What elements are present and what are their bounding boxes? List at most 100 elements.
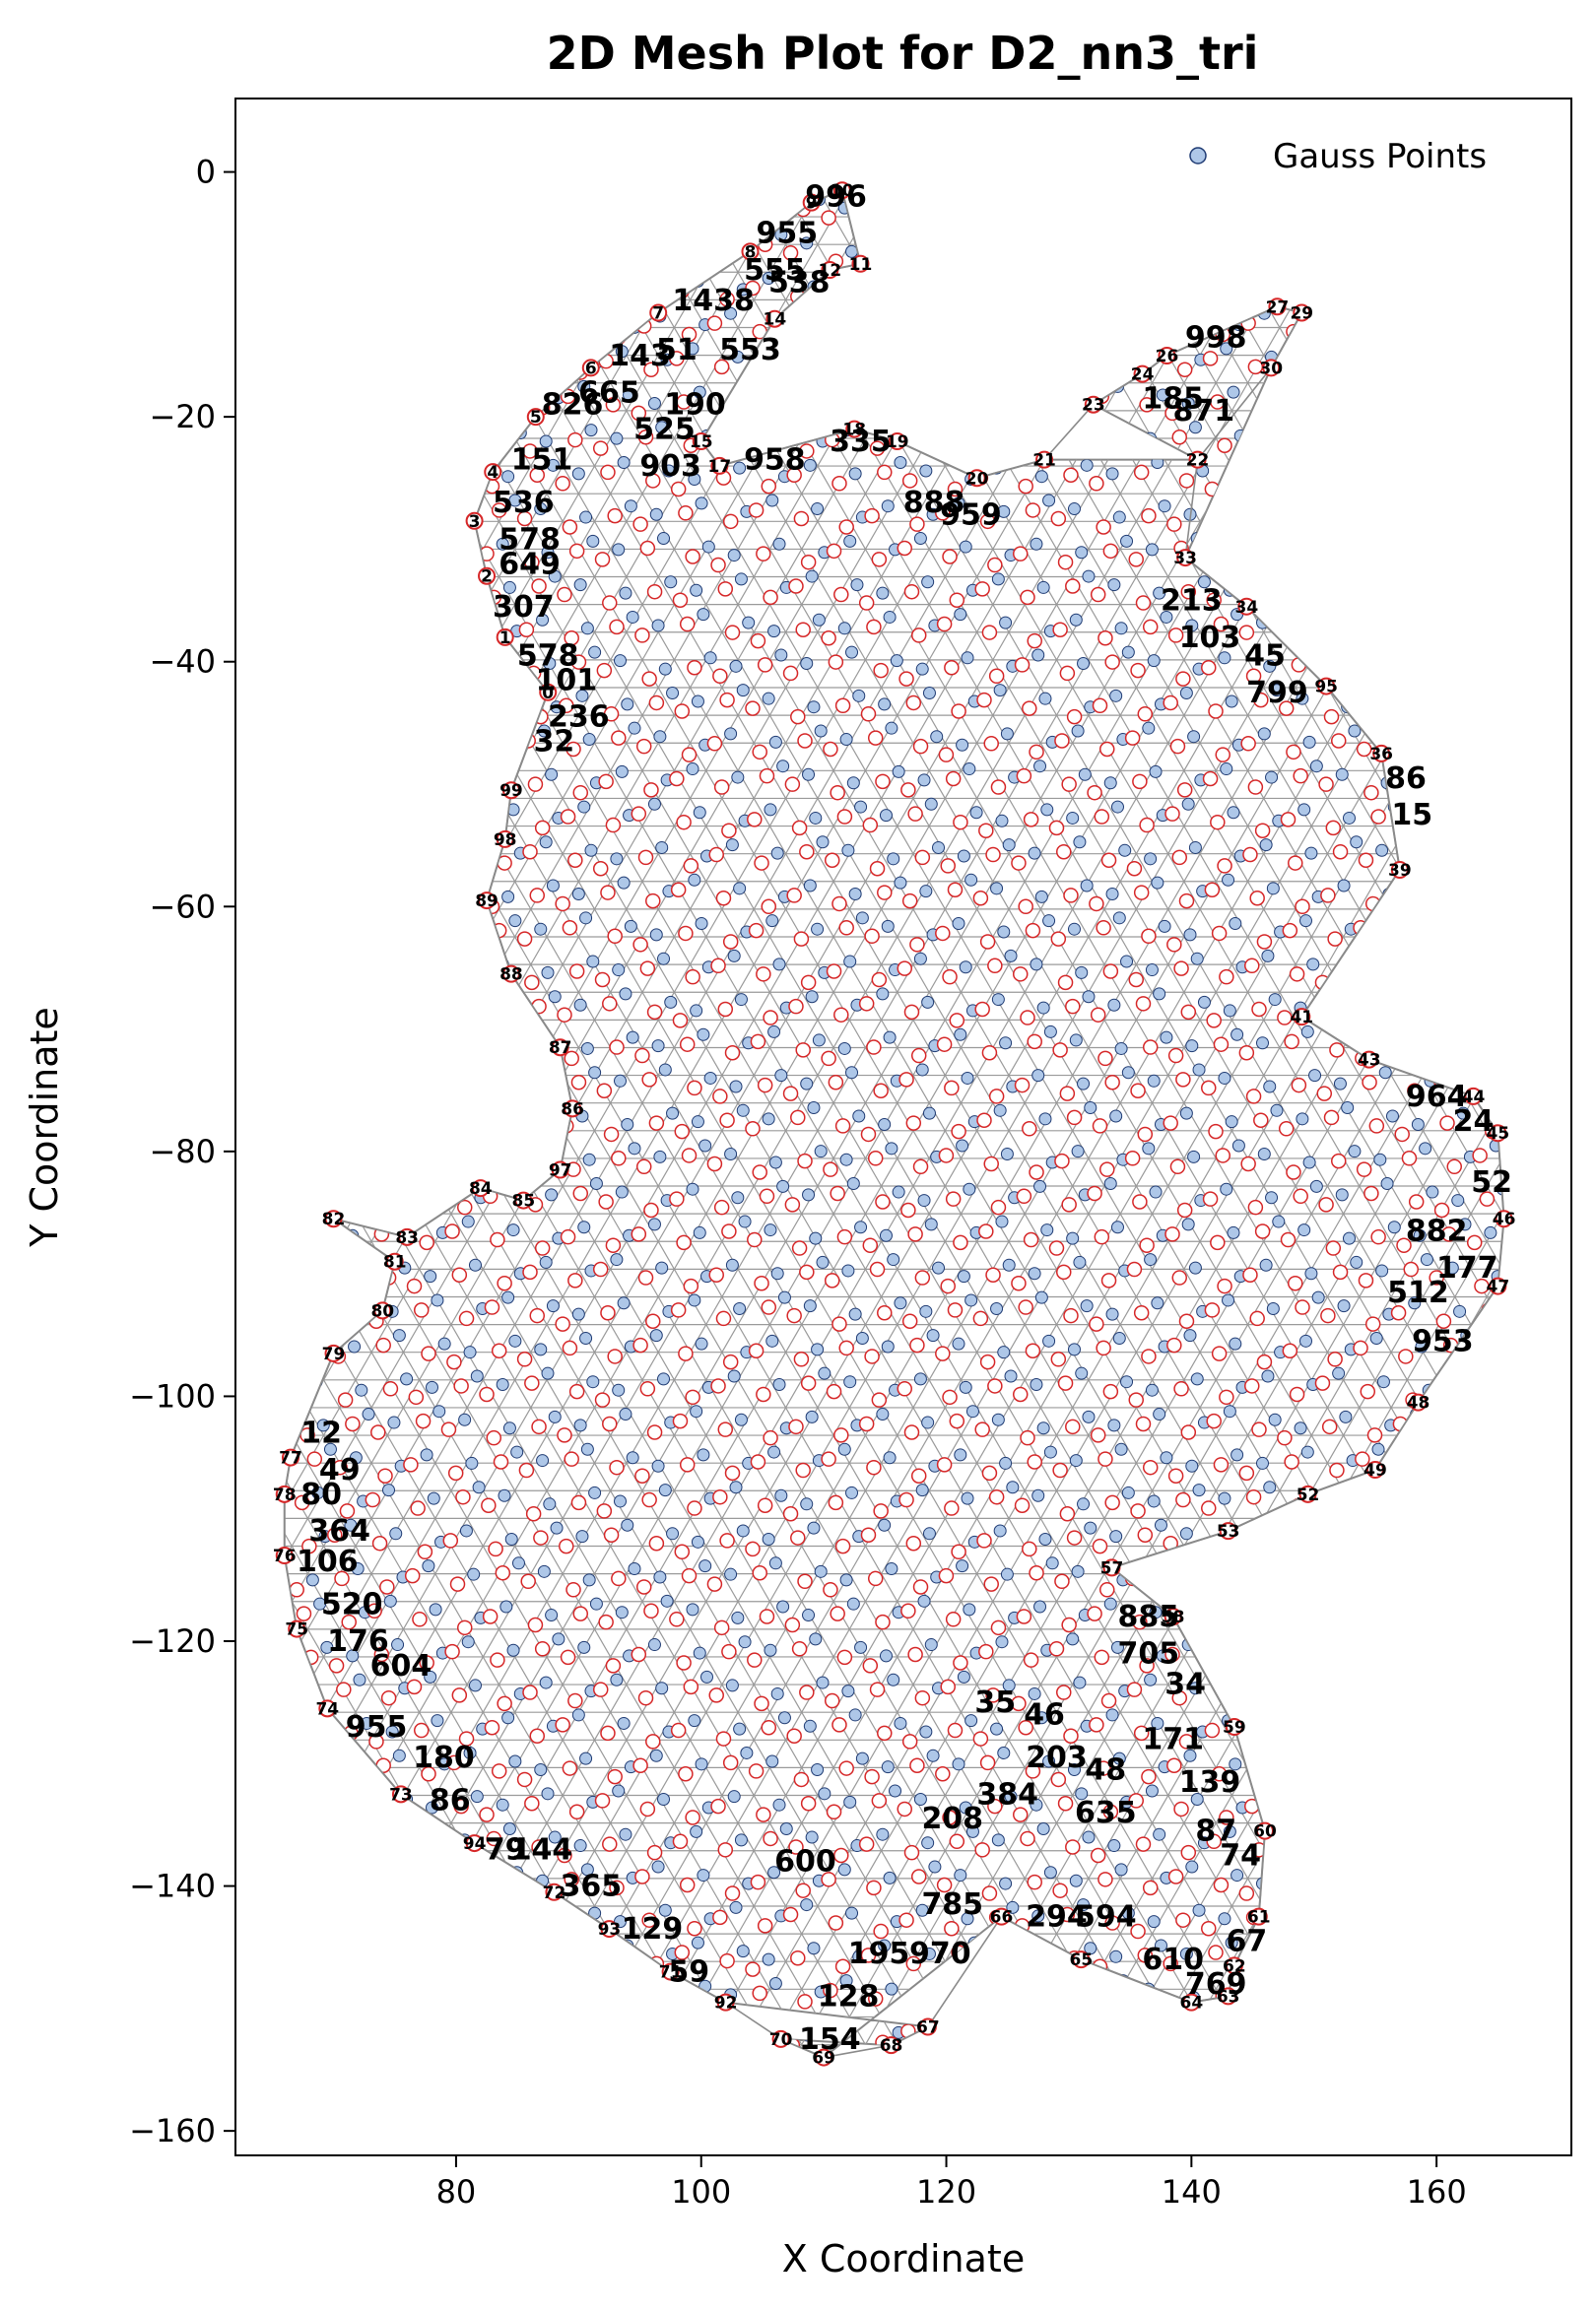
gauss-point [768,1446,780,1458]
mesh-triangle [1375,521,1407,549]
node-ring [677,816,691,829]
node-ring [1332,1155,1346,1168]
mesh-triangle [802,356,833,383]
mesh-triangle [1455,992,1487,1020]
mesh-triangle [1327,2100,1359,2128]
node-ring [1017,2030,1031,2044]
gauss-point [886,1143,898,1155]
gauss-point [815,1565,827,1577]
gauss-point [1336,1610,1348,1621]
node-ring [1250,892,1264,905]
gauss-point [1186,1460,1198,1472]
mesh-triangle [1455,549,1487,576]
node-ring [1363,1076,1376,1090]
node-ring [1482,883,1496,896]
mesh-triangle [276,605,307,632]
gauss-point [500,2021,512,2033]
gauss-point [1446,1683,1458,1694]
gauss-point [1221,1183,1232,1195]
mesh-triangle [499,2045,530,2073]
node-ring [518,1353,532,1366]
node-ring [991,2021,1005,2035]
node-ring [1021,1011,1034,1024]
node-ring [1012,856,1026,870]
node-ring [787,1729,801,1743]
node-ring [639,850,653,864]
mesh-triangle [1502,356,1534,383]
gauss-point [1340,1411,1352,1422]
gauss-point [838,1042,850,1054]
gauss-point [726,1259,738,1271]
mesh-triangle [1200,162,1231,189]
gauss-point [804,880,816,892]
gauss-point [589,1487,601,1498]
mesh-triangle [1391,328,1423,356]
gauss-point [803,1189,815,1201]
gauss-point [884,1452,896,1464]
mesh-triangle [1025,299,1056,327]
node-ring [328,1127,342,1141]
node-ring [1471,1879,1485,1892]
node-ring [458,2021,472,2035]
gauss-point [958,1271,969,1283]
mesh-triangle [403,1823,434,1851]
gauss-point [1230,918,1241,930]
mesh-triangle [435,2100,467,2128]
node-ring [596,1393,610,1407]
gauss-point [1487,1338,1498,1350]
gauss-point [1257,1037,1269,1049]
mesh-triangle [722,2045,754,2073]
mesh-triangle [531,2100,563,2128]
mesh-triangle [403,494,434,521]
node-ring [563,921,576,935]
gauss-point [1452,1195,1464,1207]
mesh-triangle [1519,328,1551,356]
node-ring [1334,1685,1348,1699]
gauss-point [654,1571,666,1583]
node-ring [573,2027,587,2041]
node-ring [1473,1989,1487,2003]
mesh-triangle [1104,272,1136,299]
gauss-point [629,1143,640,1155]
mesh-triangle [1009,1934,1040,1961]
node-ring [294,964,307,978]
gauss-point [1489,1449,1500,1461]
gauss-point [1295,1422,1306,1434]
gauss-point [323,1332,335,1344]
mesh-triangle [1423,217,1454,244]
mesh-triangle [611,2128,642,2155]
mesh-triangle [1327,1823,1359,1851]
mesh-triangle [1344,299,1375,327]
node-ring [1395,1528,1409,1542]
node-ring [683,1989,697,2003]
mesh-triangle [1327,438,1359,466]
gauss-point [1115,1864,1127,1876]
gauss-point [466,1878,478,1889]
gauss-point [537,1455,549,1467]
gauss-point [1184,929,1196,941]
node-ring [1241,1156,1255,1170]
gauss-point [615,1495,627,1507]
gauss-point [386,886,398,897]
gauss-point [656,841,668,853]
mesh-triangle [260,1961,292,1989]
node-ring [1484,1014,1497,1027]
node-ring [411,1081,425,1094]
mesh-triangle [1216,244,1247,272]
mesh-triangle [802,2128,833,2155]
mesh-triangle [387,854,419,882]
mesh-triangle [371,328,403,356]
mesh-triangle [1296,549,1327,576]
gauss-point [1377,1796,1389,1808]
mesh-triangle [356,189,387,217]
node-ring [936,926,950,940]
gauss-point [1106,1308,1118,1320]
gauss-point [1452,1595,1464,1607]
mesh-triangle [451,1020,483,1047]
gauss-point [962,1072,973,1084]
mesh-triangle [531,328,563,356]
gauss-point [537,1034,549,1046]
node-ring [1325,1110,1339,1124]
mesh-triangle [1025,244,1056,272]
node-ring [750,1764,764,1778]
